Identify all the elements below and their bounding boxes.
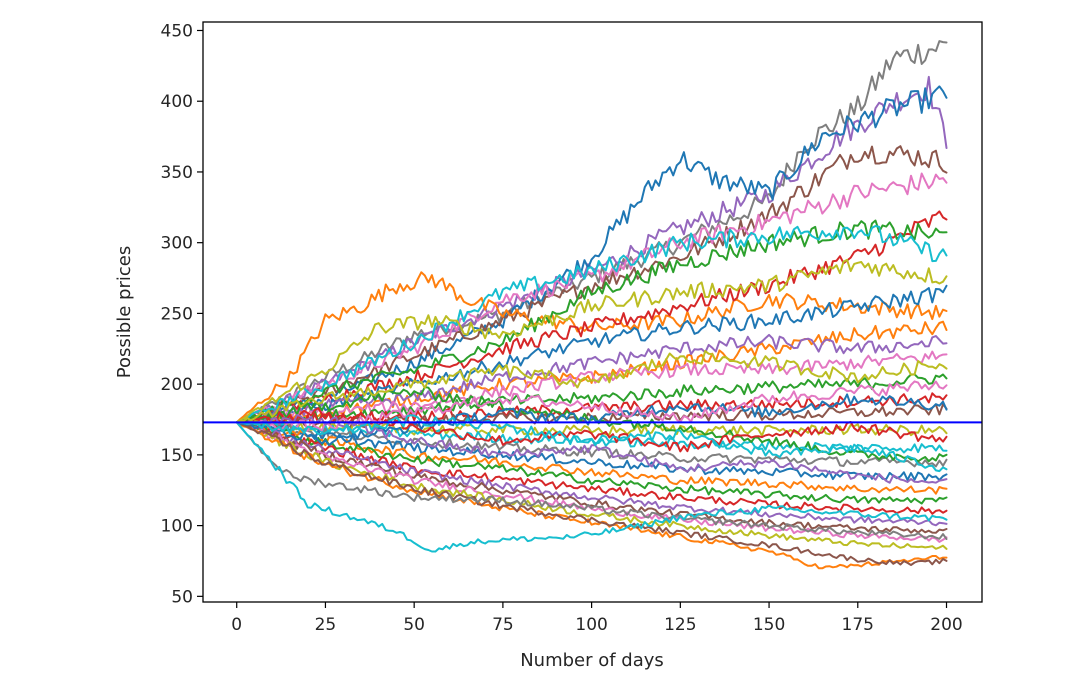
- y-tick-label: 400: [161, 92, 193, 112]
- plot-frame: [202, 21, 983, 603]
- price-path-15: [235, 373, 948, 425]
- price-path-26: [235, 421, 948, 534]
- x-tick-label: 0: [231, 615, 242, 635]
- x-tick-label: 100: [575, 615, 607, 635]
- y-tick-label: 150: [161, 446, 193, 466]
- price-path-38: [235, 414, 948, 473]
- price-path-28: [235, 421, 948, 550]
- y-tick-label: 200: [161, 375, 193, 395]
- y-tick-label: 250: [161, 304, 193, 324]
- price-path-37: [235, 414, 948, 484]
- x-tick-label: 75: [492, 615, 514, 635]
- y-axis-label: Possible prices: [114, 246, 135, 378]
- x-tick-label: 175: [842, 615, 874, 635]
- x-tick-label: 125: [664, 615, 696, 635]
- price-path-5: [235, 172, 948, 424]
- price-path-23: [235, 421, 948, 505]
- y-tick-label: 100: [161, 517, 193, 537]
- x-tick-label: 200: [930, 615, 962, 635]
- price-path-2: [235, 75, 948, 424]
- y-axis-ticks: 50 100 150 200 250 300 350 400 450: [161, 21, 203, 607]
- price-path-24: [235, 421, 948, 515]
- price-path-31: [235, 421, 948, 540]
- price-path-13: [235, 333, 948, 424]
- y-tick-label: 350: [161, 163, 193, 183]
- price-path-7: [235, 210, 948, 424]
- price-path-22: [235, 421, 948, 495]
- x-tick-label: 50: [403, 615, 425, 635]
- price-path-34: [235, 393, 948, 447]
- price-path-10: [235, 258, 948, 424]
- price-path-39: [235, 350, 948, 424]
- y-tick-label: 50: [171, 587, 193, 607]
- price-path-8: [235, 219, 948, 424]
- x-axis-ticks: 0 25 50 75 100 125 150 175 200: [231, 602, 963, 635]
- x-tick-label: 25: [315, 615, 337, 635]
- price-path-1: [235, 40, 948, 424]
- price-path-9: [235, 225, 948, 424]
- price-path-14: [235, 350, 948, 424]
- price-path-35: [235, 407, 948, 453]
- x-axis-label: Number of days: [520, 650, 664, 671]
- price-path-11: [235, 284, 948, 424]
- x-tick-label: 150: [753, 615, 785, 635]
- simulated-price-paths: [235, 40, 948, 570]
- y-tick-label: 450: [161, 21, 193, 41]
- price-path-30: [235, 421, 948, 566]
- price-path-32: [235, 421, 948, 553]
- price-path-25: [235, 421, 948, 527]
- y-tick-label: 300: [161, 234, 193, 254]
